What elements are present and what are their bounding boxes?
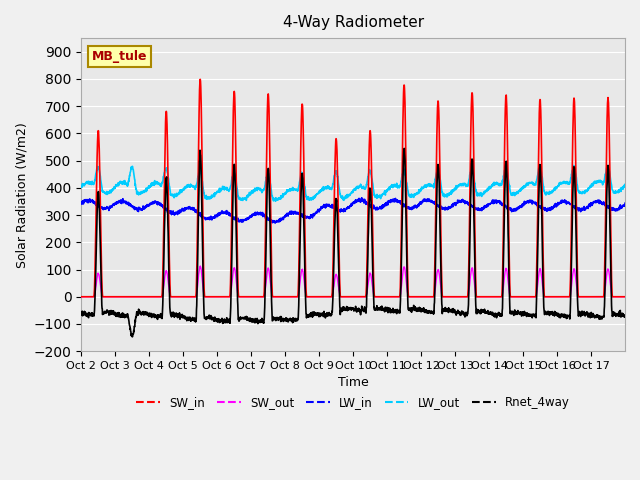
X-axis label: Time: Time	[338, 376, 369, 389]
Title: 4-Way Radiometer: 4-Way Radiometer	[283, 15, 424, 30]
Legend: SW_in, SW_out, LW_in, LW_out, Rnet_4way: SW_in, SW_out, LW_in, LW_out, Rnet_4way	[132, 392, 575, 414]
Text: MB_tule: MB_tule	[92, 50, 148, 63]
Y-axis label: Solar Radiation (W/m2): Solar Radiation (W/m2)	[15, 122, 28, 267]
